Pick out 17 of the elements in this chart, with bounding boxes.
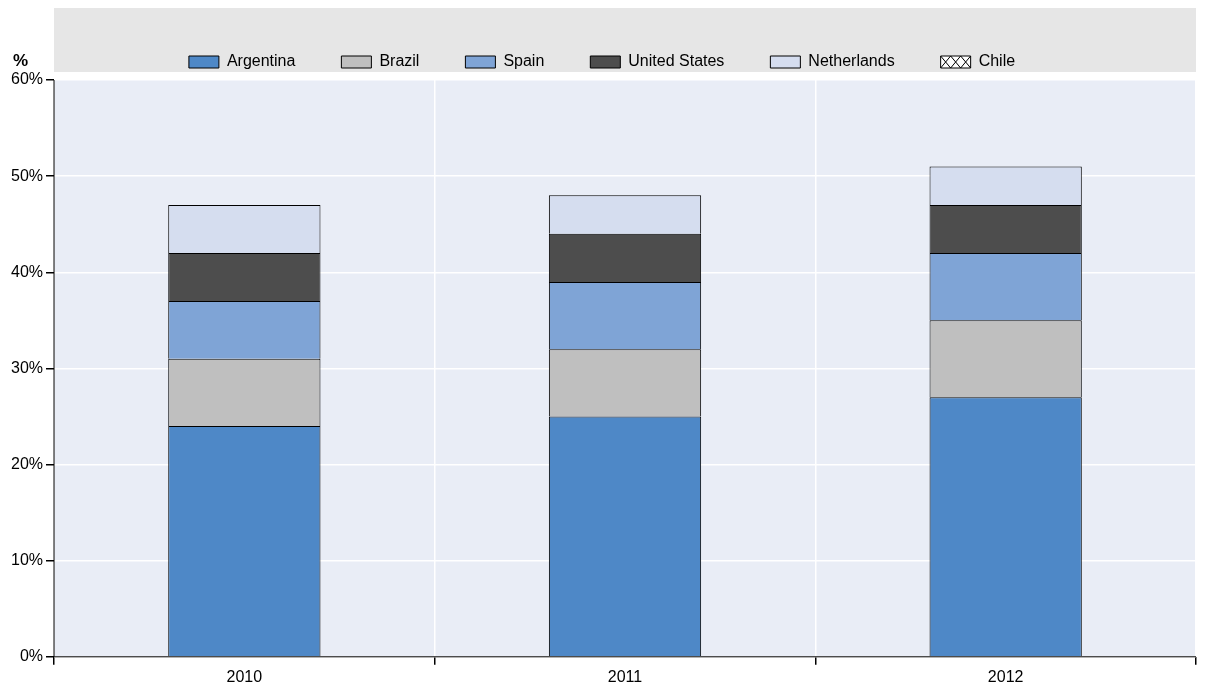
x-tick-label: 2010 [226, 667, 263, 685]
x-tick-label: 2012 [987, 667, 1024, 685]
legend-label: Argentina [226, 52, 296, 70]
legend-label: Spain [503, 52, 545, 70]
legend-label: Chile [978, 52, 1016, 70]
legend-label: United States [628, 52, 725, 70]
y-tick-label: 10% [10, 551, 44, 569]
y-axis-title: % [12, 51, 29, 71]
x-tick-label: 2011 [607, 667, 643, 685]
y-tick-label: 0% [19, 647, 44, 665]
y-tick-label: 50% [10, 166, 44, 184]
legend-label: Brazil [379, 52, 420, 70]
y-tick-label: 40% [10, 262, 44, 280]
legend-label: Netherlands [808, 52, 895, 70]
y-tick-label: 60% [10, 70, 44, 88]
y-tick-label: 30% [10, 358, 44, 376]
y-tick-label: 20% [10, 454, 44, 472]
